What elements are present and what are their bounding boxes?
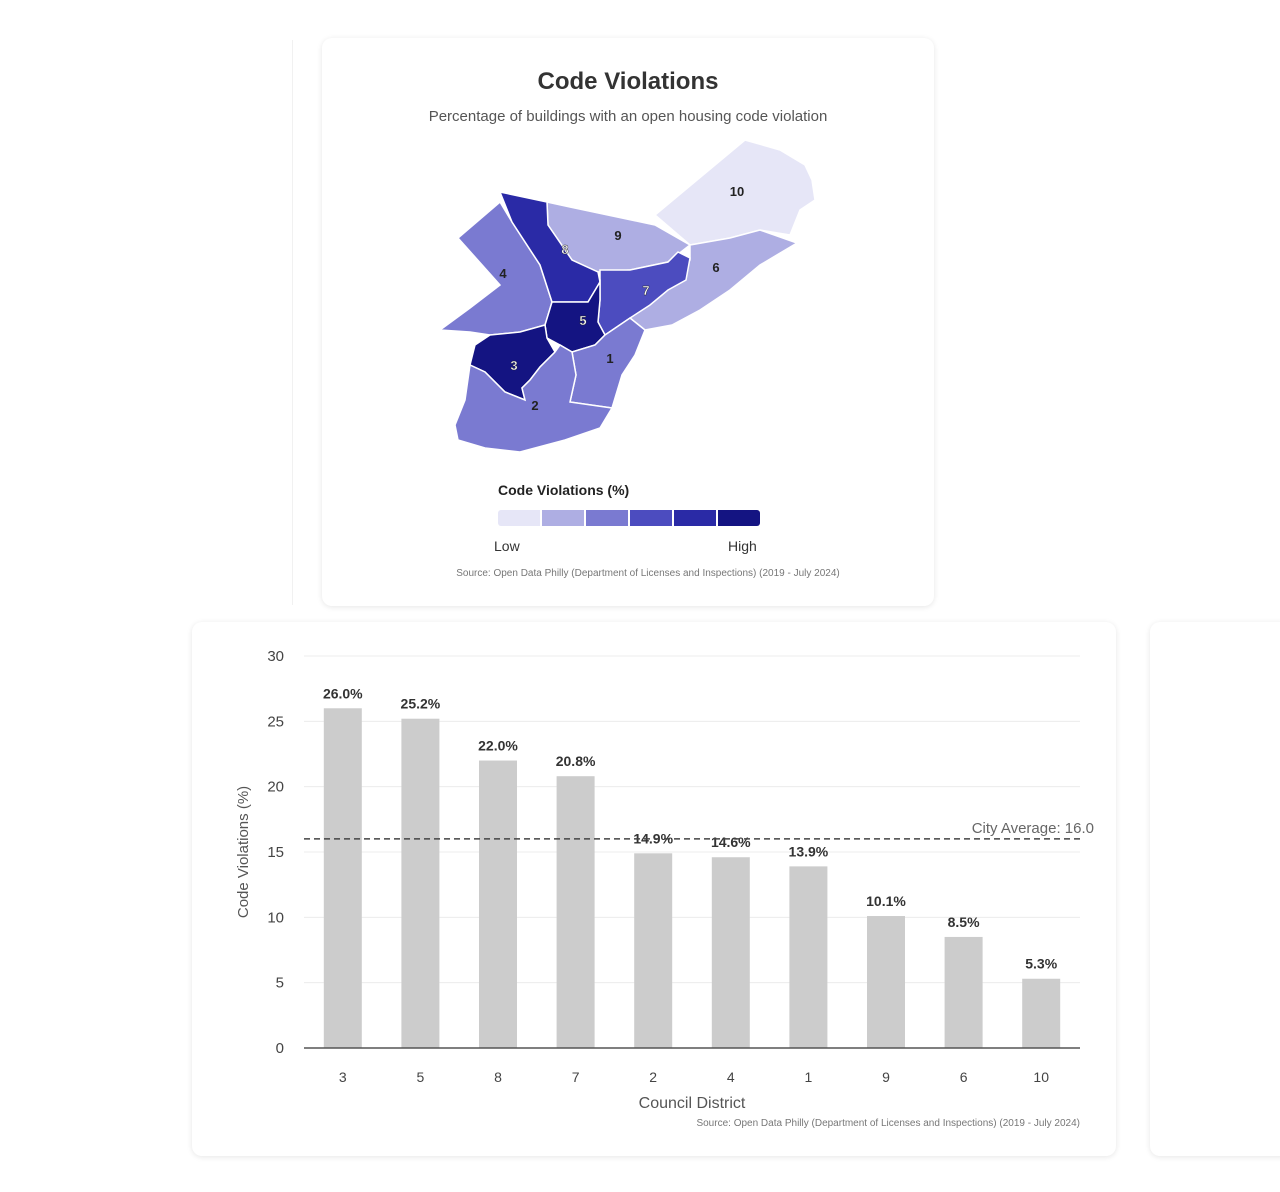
district-label-1: 1: [606, 351, 613, 366]
x-tick-label: 1: [805, 1069, 813, 1085]
x-tick-label: 8: [494, 1069, 502, 1085]
y-tick-label: 20: [267, 779, 284, 796]
y-tick-label: 5: [276, 975, 284, 992]
legend-swatch-4: [630, 510, 674, 526]
bar-value-label: 22.0%: [478, 738, 518, 754]
x-tick-label: 6: [960, 1069, 968, 1085]
district-label-4: 4: [499, 266, 507, 281]
x-axis-label: Council District: [639, 1095, 746, 1112]
bar-chart-card: 0 5 10 15 20 25 30 26.0% 25.2% 22.0% 20.8% 14.9% 14…: [192, 622, 1116, 1156]
x-tick-label: 9: [882, 1069, 890, 1085]
y-tick-label: 25: [267, 713, 284, 730]
district-map: 10 8 9 4 6 7 5 3 1 2: [437, 139, 816, 453]
city-average-label: City Average: 16.0: [972, 820, 1094, 837]
x-tick-label: 4: [727, 1069, 735, 1085]
bar-value-label: 14.9%: [633, 830, 673, 846]
legend-swatch-6: [718, 510, 760, 526]
district-label-8: 8: [561, 242, 568, 257]
y-tick-label: 30: [267, 648, 284, 665]
bar-value-label: 20.8%: [556, 753, 596, 769]
bar-district-3[interactable]: [323, 708, 362, 1048]
legend-low-label: Low: [494, 538, 520, 554]
bar-district-2[interactable]: [634, 853, 673, 1048]
map-card: Code Violations Percentage of buildings …: [322, 38, 934, 606]
bar-district-6[interactable]: [944, 936, 983, 1048]
legend-high-label: High: [728, 538, 757, 554]
bar-district-9[interactable]: [867, 916, 905, 1048]
map-subtitle: Percentage of buildings with an open hou…: [428, 108, 828, 125]
map-source-note: Source: Open Data Philly (Department of …: [456, 568, 840, 579]
y-axis-label: Code Violations (%): [235, 786, 252, 918]
x-tick-label: 2: [649, 1069, 657, 1085]
legend-color-scale: [498, 510, 760, 526]
bar-district-4[interactable]: [711, 857, 750, 1048]
bar-district-7[interactable]: [556, 776, 595, 1048]
bar-value-label: 25.2%: [401, 696, 441, 712]
bar-district-8[interactable]: [479, 760, 517, 1048]
district-label-7: 7: [642, 283, 649, 298]
bar-value-label: 5.3%: [1025, 956, 1057, 972]
x-tick-label: 5: [417, 1069, 425, 1085]
bar-district-5[interactable]: [401, 718, 440, 1048]
adjacent-card-edge: [1150, 622, 1280, 1156]
y-tick-label: 10: [267, 909, 284, 926]
x-tick-label: 10: [1033, 1069, 1049, 1085]
district-label-2: 2: [531, 398, 538, 413]
bar-district-10[interactable]: [1022, 978, 1061, 1048]
bar-value-label: 14.6%: [711, 834, 751, 850]
bar-source-note: Source: Open Data Philly (Department of …: [696, 1118, 1080, 1129]
x-tick-label: 3: [339, 1069, 347, 1085]
legend-swatch-5: [674, 510, 718, 526]
left-divider: [292, 40, 293, 605]
district-label-10: 10: [730, 184, 744, 199]
district-label-9: 9: [614, 228, 621, 243]
y-tick-label: 15: [267, 844, 284, 861]
legend-swatch-1: [498, 510, 542, 526]
x-tick-label: 7: [572, 1069, 580, 1085]
y-tick-label: 0: [276, 1040, 284, 1057]
y-axis-ticks: 0 5 10 15 20 25 30: [267, 648, 284, 1057]
district-label-6: 6: [712, 260, 719, 275]
bar-district-1[interactable]: [789, 866, 828, 1048]
district-label-5: 5: [579, 313, 586, 328]
x-axis-ticks: 3 5 8 7 2 4 1 9 6 10: [339, 1069, 1049, 1085]
legend-title: Code Violations (%): [498, 482, 630, 498]
bars: [323, 708, 1061, 1048]
district-label-3: 3: [510, 358, 517, 373]
bar-value-label: 10.1%: [866, 893, 906, 909]
legend-swatch-2: [542, 510, 586, 526]
bar-value-label: 26.0%: [323, 685, 363, 701]
legend-swatch-3: [586, 510, 630, 526]
map-title: Code Violations: [537, 68, 719, 95]
district-2-region[interactable]: [454, 344, 614, 453]
bar-value-label: 13.9%: [789, 843, 829, 859]
bar-value-labels: 26.0% 25.2% 22.0% 20.8% 14.9% 14.6% 13.9% 10.1%…: [323, 685, 1058, 971]
bar-value-label: 8.5%: [948, 914, 980, 930]
